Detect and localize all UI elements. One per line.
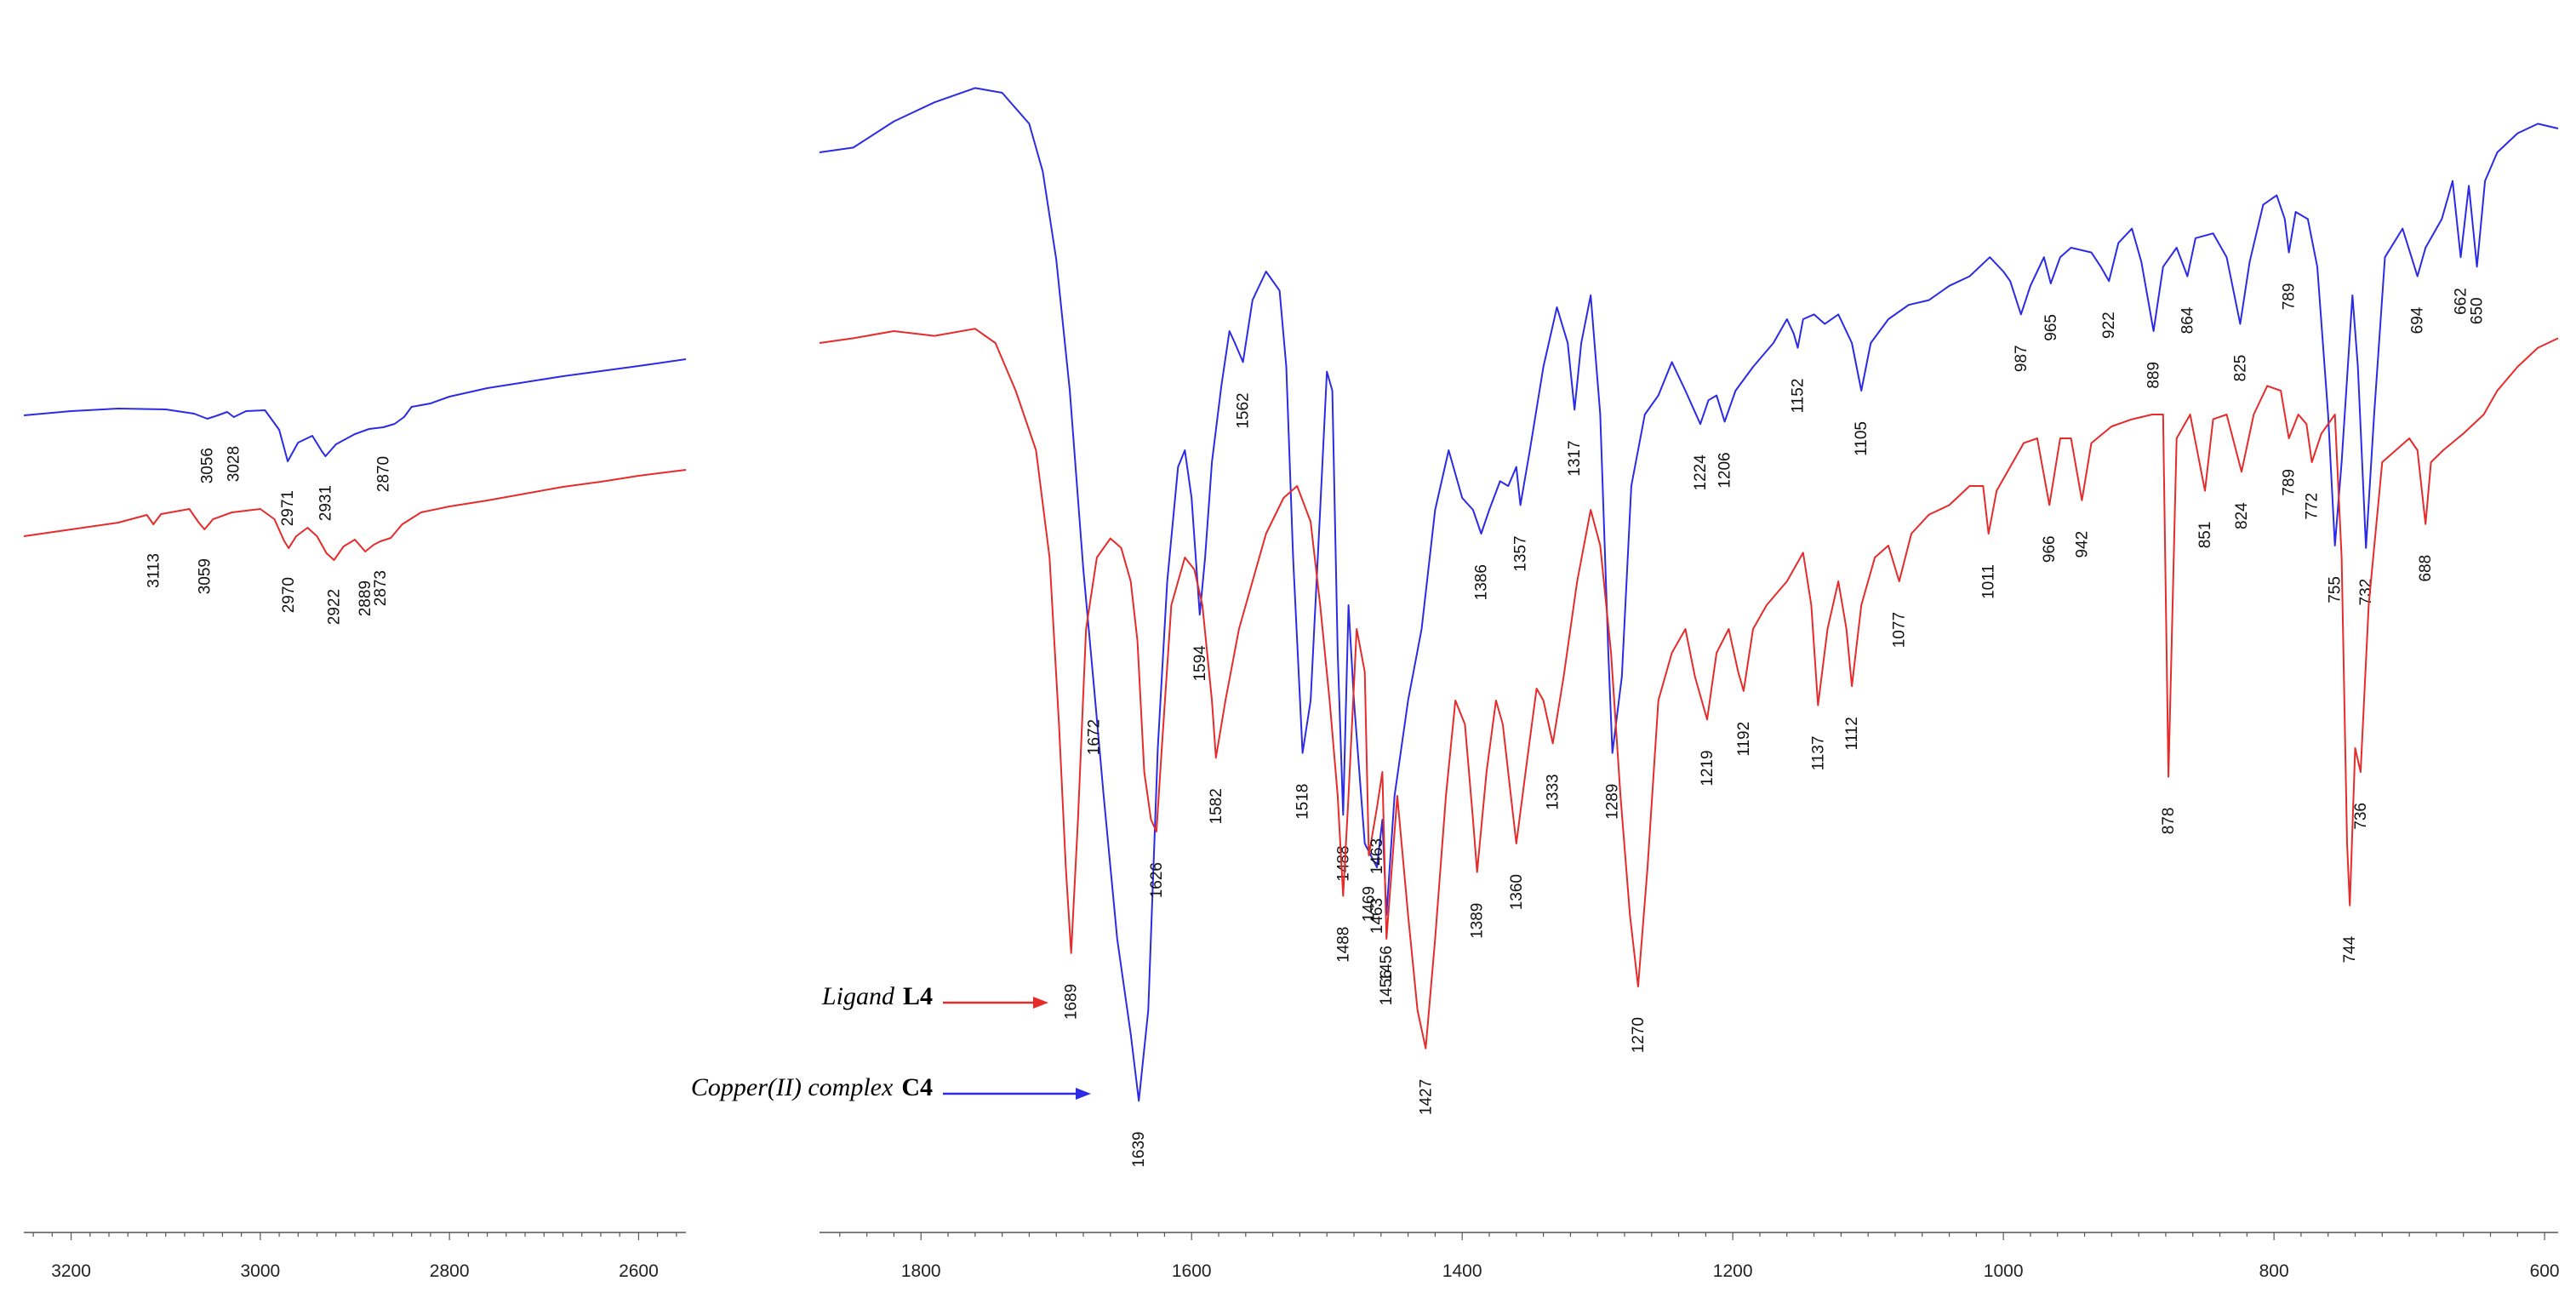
left-x-tick-label: 2800 — [430, 1261, 470, 1281]
right-peak-label: 965 — [2042, 314, 2060, 341]
legend-complex-bold: C4 — [901, 1073, 933, 1101]
right-peak-label: 864 — [2179, 306, 2196, 334]
right-peak-label: 1456 — [1378, 969, 1396, 1005]
right-peak-label: 1626 — [1148, 862, 1166, 898]
right-peak-label: 824 — [2233, 502, 2251, 529]
left-peak-label: 2931 — [317, 485, 335, 521]
right-peak-label: 1562 — [1235, 392, 1253, 428]
left-spectrum-line-red — [23, 469, 687, 561]
left-peak-label: 2922 — [326, 589, 344, 625]
legend-complex-arrowhead — [1076, 1088, 1091, 1100]
left-peak-label: 3028 — [226, 446, 243, 482]
right-peak-label: 1333 — [1545, 774, 1562, 809]
legend-ligand-arrowhead — [1033, 997, 1048, 1009]
right-peak-label: 1357 — [1512, 535, 1530, 571]
right-peak-label: 755 — [2327, 576, 2345, 603]
left-peak-label: 3059 — [196, 558, 214, 594]
right-peak-label: 1389 — [1469, 903, 1487, 939]
right-peak-label: 1105 — [1853, 421, 1871, 456]
right-peak-label: 1672 — [1086, 719, 1104, 755]
right-peak-label: 732 — [2357, 579, 2375, 606]
legend-ligand-italic: Ligand — [821, 982, 895, 1010]
right-peak-label: 772 — [2304, 493, 2322, 520]
right-peak-label: 922 — [2100, 312, 2118, 339]
legend-complex: Copper(II) complex C4 — [691, 1073, 1091, 1101]
right-peak-label: 1112 — [1843, 717, 1861, 750]
left-x-tick-label: 3200 — [51, 1261, 91, 1281]
left-peak-label: 3113 — [145, 553, 163, 588]
right-peak-label: 650 — [2469, 297, 2487, 324]
right-peak-label: 1137 — [1809, 736, 1827, 771]
right-peak-label: 1463 — [1368, 898, 1386, 934]
right-peak-label: 1582 — [1208, 788, 1225, 824]
right-panel-fingerprint-region: 1800 1600 1400 1200 1000 800 600 1672 1639 1594 15… — [819, 87, 2560, 1281]
legend-ligand-bold: L4 — [903, 982, 933, 1010]
right-peak-label: 1224 — [1692, 455, 1710, 491]
right-peak-label: 942 — [2073, 531, 2091, 558]
right-peak-label: 1456 — [1378, 946, 1396, 981]
left-peak-label: 2873 — [372, 570, 390, 606]
right-peak-label: 662 — [2453, 288, 2470, 315]
right-peak-label: 851 — [2196, 522, 2214, 549]
right-x-tick-label: 1800 — [901, 1261, 941, 1281]
right-peak-label: 1518 — [1294, 784, 1312, 820]
right-peak-label: 889 — [2145, 362, 2163, 389]
right-peak-label: 688 — [2417, 555, 2435, 582]
right-peak-label: 987 — [2013, 345, 2031, 372]
right-spectrum-line-red — [819, 328, 2559, 1049]
right-peak-label: 1206 — [1716, 452, 1734, 488]
right-peak-label: 789 — [2281, 283, 2299, 311]
right-peak-label: 1689 — [1063, 984, 1081, 1020]
right-peak-label: 1427 — [1417, 1079, 1435, 1115]
left-panel-ch-stretch-region: 3200 3000 2800 2600 3056 3028 2971 2931 2870 3113… — [23, 358, 687, 1281]
left-x-tick-label: 2600 — [619, 1261, 659, 1281]
right-peak-label: 1360 — [1508, 874, 1526, 910]
left-peak-label: 2970 — [280, 577, 298, 613]
right-peak-label: 694 — [2409, 306, 2427, 334]
right-peak-label: 878 — [2160, 808, 2178, 835]
right-peak-label: 825 — [2231, 355, 2249, 382]
right-peak-label: 1469 — [1361, 886, 1379, 922]
right-peak-label: 1011 — [1980, 564, 1998, 599]
left-peak-label: 2870 — [374, 456, 392, 492]
left-peak-label: 2971 — [279, 490, 297, 526]
left-spectrum-line-blue — [23, 358, 687, 462]
right-x-tick-label: 1200 — [1713, 1261, 1753, 1281]
right-peak-label: 1219 — [1699, 750, 1716, 786]
right-peak-label: 736 — [2352, 803, 2370, 830]
left-x-tick-label: 3000 — [240, 1261, 280, 1281]
right-x-tick-label: 800 — [2259, 1261, 2289, 1281]
right-peak-label: 1317 — [1566, 440, 1584, 476]
right-peak-label: 1152 — [1790, 379, 1808, 414]
right-spectrum-line-blue — [819, 87, 2559, 1102]
right-peak-label: 1192 — [1735, 722, 1753, 757]
right-peak-label: 1077 — [1891, 612, 1909, 648]
right-x-tick-label: 1000 — [1984, 1261, 2024, 1281]
legend-ligand: Ligand L4 — [821, 982, 1048, 1010]
right-peak-label: 1463 — [1368, 838, 1386, 874]
right-peak-label: 1488 — [1334, 927, 1352, 963]
legend-ligand-label: Ligand L4 — [821, 982, 933, 1010]
right-peak-label: 1594 — [1191, 645, 1209, 682]
right-peak-label: 1289 — [1604, 784, 1622, 820]
right-peak-label: 744 — [2341, 935, 2359, 963]
right-peak-label: 1639 — [1130, 1131, 1148, 1167]
right-x-tick-label: 600 — [2530, 1261, 2560, 1281]
left-peak-label: 2889 — [357, 580, 374, 616]
right-x-tick-label: 1400 — [1442, 1261, 1482, 1281]
right-peak-label: 789 — [2281, 469, 2299, 496]
legend-complex-label: Copper(II) complex C4 — [691, 1073, 933, 1101]
right-x-tick-label: 1600 — [1172, 1261, 1212, 1281]
right-peak-label: 1270 — [1630, 1017, 1648, 1053]
legend-complex-italic: Copper(II) complex — [691, 1073, 894, 1101]
right-peak-label: 1488 — [1334, 845, 1352, 881]
left-peak-label: 3056 — [199, 448, 217, 483]
right-peak-label: 1386 — [1473, 564, 1491, 600]
right-peak-label: 966 — [2041, 535, 2059, 563]
